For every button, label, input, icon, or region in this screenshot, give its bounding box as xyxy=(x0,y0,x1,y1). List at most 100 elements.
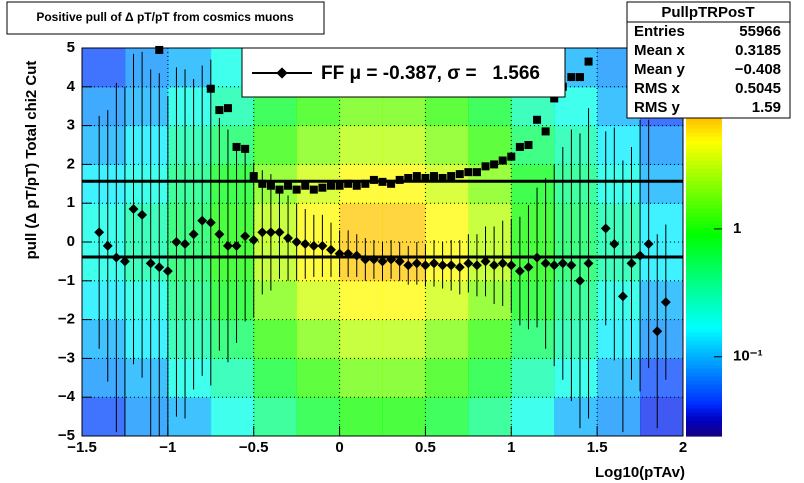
colorbar-segment xyxy=(686,236,722,241)
heatmap-cell xyxy=(210,280,255,321)
square-marker xyxy=(430,172,439,181)
diamond-marker xyxy=(102,240,113,251)
colorbar-segment xyxy=(686,252,722,257)
colorbar-segment xyxy=(686,336,722,341)
heatmap-cell xyxy=(339,358,383,398)
y-tick-label: −4 xyxy=(58,388,76,405)
heatmap-cell xyxy=(554,358,598,398)
colorbar-segment xyxy=(686,320,722,325)
square-marker xyxy=(515,142,524,151)
heatmap-cell xyxy=(339,280,383,321)
heatmap-cell xyxy=(382,397,426,437)
colorbar-segment xyxy=(686,380,722,385)
stats-key: Entries xyxy=(634,23,685,40)
heatmap-cell xyxy=(167,125,212,165)
square-marker xyxy=(241,144,250,153)
heatmap-cell xyxy=(124,125,169,165)
heatmap-cell xyxy=(468,203,512,243)
colorbar-segment xyxy=(686,128,722,133)
colorbar-segment xyxy=(686,372,722,377)
heatmap-cell xyxy=(167,242,212,282)
heatmap-cell xyxy=(597,280,641,321)
colorbar-segment xyxy=(686,204,722,209)
colorbar-segment xyxy=(686,212,722,217)
colorbar-segment xyxy=(686,356,722,361)
square-marker xyxy=(387,179,396,188)
heatmap-cell xyxy=(554,397,598,437)
y-tick-label: −2 xyxy=(58,311,75,328)
colorbar-segment xyxy=(686,208,722,213)
diamond-marker xyxy=(111,252,122,263)
diamond-marker xyxy=(171,237,182,247)
heatmap-cell xyxy=(511,397,555,437)
colorbar-segment xyxy=(686,424,722,429)
heatmap-cell xyxy=(124,358,169,398)
heatmap-cell xyxy=(597,125,641,165)
square-marker xyxy=(490,160,499,169)
square-marker xyxy=(481,162,490,171)
heatmap-cell xyxy=(253,397,298,437)
square-marker xyxy=(232,142,241,151)
diamond-marker xyxy=(265,227,276,238)
colorbar-segment xyxy=(686,140,722,145)
diamond-marker xyxy=(609,238,620,249)
heatmap-cell xyxy=(511,358,555,398)
y-tick-label: 2 xyxy=(67,155,75,172)
square-marker xyxy=(326,181,335,190)
square-marker xyxy=(344,179,353,188)
heatmap-cell xyxy=(554,164,598,204)
diamond-marker xyxy=(557,258,568,269)
diamond-marker xyxy=(343,248,354,259)
diamond-marker xyxy=(300,238,311,249)
colorbar-segment xyxy=(686,432,722,437)
colorbar-segment xyxy=(686,220,722,225)
square-marker xyxy=(223,104,232,113)
heatmap-cell xyxy=(597,397,641,437)
square-marker xyxy=(550,94,559,103)
heatmap-cell xyxy=(597,164,641,204)
colorbar-segment xyxy=(686,164,722,169)
heatmap-cell xyxy=(468,319,512,359)
diamond-marker xyxy=(137,209,148,220)
heatmap-cell xyxy=(124,86,169,127)
colorbar-segment xyxy=(686,408,722,413)
heatmap-cell xyxy=(210,319,255,359)
colorbar-segment xyxy=(686,200,722,205)
square-marker xyxy=(541,127,550,136)
colorbar-segment xyxy=(686,400,722,405)
diamond-marker xyxy=(386,254,397,265)
diamond-marker xyxy=(429,258,439,269)
heatmap-cell xyxy=(124,319,169,359)
square-marker xyxy=(309,185,318,194)
colorbar-segment xyxy=(686,404,722,409)
diamond-marker xyxy=(368,254,379,265)
diamond-marker xyxy=(180,238,190,249)
square-marker xyxy=(361,179,370,188)
diamond-marker xyxy=(205,217,216,228)
diamond-marker xyxy=(154,262,165,273)
heatmap-cell xyxy=(296,397,341,437)
diamond-marker xyxy=(411,258,422,269)
diamond-marker xyxy=(583,258,594,269)
heatmap-cell xyxy=(468,397,512,437)
y-tick-label: 0 xyxy=(67,233,75,250)
diamond-marker xyxy=(506,260,517,271)
colorbar-segment xyxy=(686,384,722,389)
colorbar-segment xyxy=(686,316,722,321)
colorbar-segment xyxy=(686,412,722,417)
heatmap-cell xyxy=(511,319,555,359)
heatmap-cell xyxy=(640,125,684,165)
heatmap-cell xyxy=(640,203,684,243)
heatmap-cell xyxy=(82,358,126,398)
heatmap-cell xyxy=(382,280,426,321)
colorbar-segment xyxy=(686,332,722,337)
heatmap-cell xyxy=(640,319,684,359)
colorbar-segment xyxy=(686,260,722,265)
colorbar-segment xyxy=(686,168,722,173)
colorbar-segment xyxy=(686,132,722,137)
colorbar-segment xyxy=(686,180,722,185)
colorbar-segment xyxy=(686,144,722,149)
x-tick-label: 2 xyxy=(679,439,687,456)
diamond-marker xyxy=(240,231,251,242)
